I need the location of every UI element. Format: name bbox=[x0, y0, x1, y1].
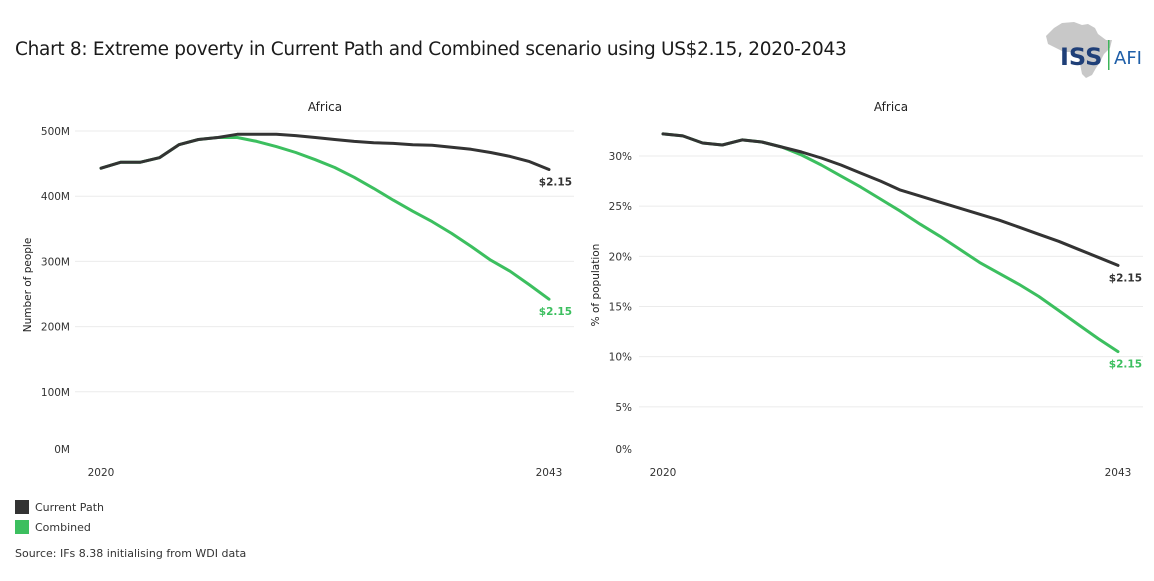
y-tick-label: 20% bbox=[609, 251, 632, 263]
x-tick-label: 2043 bbox=[1105, 467, 1132, 479]
chart-title: Africa bbox=[874, 100, 908, 114]
x-tick-label: 2020 bbox=[88, 467, 115, 479]
end-label-current-path: $2.15 bbox=[539, 176, 572, 188]
legend-swatch-combined bbox=[15, 520, 29, 534]
y-axis-label: Number of people bbox=[22, 238, 34, 333]
y-tick-label: 0% bbox=[615, 444, 632, 456]
series-line-current-path[interactable] bbox=[661, 132, 1120, 267]
chart-title: Africa bbox=[308, 100, 342, 114]
legend-item-combined[interactable]: Combined bbox=[15, 517, 104, 537]
y-tick-label: 5% bbox=[615, 402, 632, 414]
logo-iss-text: ISS bbox=[1060, 43, 1102, 71]
y-tick-label: 30% bbox=[609, 151, 632, 163]
end-label-current-path: $2.15 bbox=[1109, 272, 1142, 284]
legend: Current Path Combined bbox=[15, 497, 104, 537]
y-tick-label: 400M bbox=[41, 191, 70, 203]
end-label-combined: $2.15 bbox=[1109, 359, 1142, 371]
legend-label: Current Path bbox=[35, 500, 104, 514]
x-tick-label: 2043 bbox=[536, 467, 563, 479]
legend-swatch-current-path bbox=[15, 500, 29, 514]
chart-percent-of-population: Africa % of population 0% 5% 10% 15% 20% 25% 30%… bbox=[590, 100, 1143, 479]
y-tick-label: 25% bbox=[609, 201, 632, 213]
legend-label: Combined bbox=[35, 520, 91, 534]
logo-afi-text: AFI bbox=[1114, 48, 1142, 69]
y-tick-label: 10% bbox=[609, 352, 632, 364]
source-note: Source: IFs 8.38 initialising from WDI d… bbox=[15, 547, 247, 560]
series-line-combined[interactable] bbox=[661, 132, 1120, 354]
charts-area: Africa Number of people 0M 100M 200M 300M 400M… bbox=[22, 100, 1143, 479]
series-line-combined[interactable] bbox=[99, 136, 551, 301]
series-line-current-path[interactable] bbox=[99, 132, 551, 171]
legend-item-current-path[interactable]: Current Path bbox=[15, 497, 104, 517]
iss-afi-logo: ISS AFI bbox=[1040, 18, 1150, 80]
x-tick-label: 2020 bbox=[650, 467, 677, 479]
logo-divider bbox=[1108, 40, 1110, 70]
y-tick-label: 500M bbox=[41, 126, 70, 138]
y-tick-label: 300M bbox=[41, 256, 70, 268]
y-tick-label: 200M bbox=[41, 322, 70, 334]
chart-number-of-people: Africa Number of people 0M 100M 200M 300M 400M… bbox=[22, 100, 574, 479]
page-title: Chart 8: Extreme poverty in Current Path… bbox=[15, 39, 847, 60]
y-tick-label: 15% bbox=[609, 302, 632, 314]
y-tick-label: 0M bbox=[54, 444, 70, 456]
y-axis-label: % of population bbox=[590, 244, 602, 327]
y-tick-label: 100M bbox=[41, 387, 70, 399]
africa-map-icon bbox=[1046, 22, 1112, 78]
end-label-combined: $2.15 bbox=[539, 306, 572, 318]
